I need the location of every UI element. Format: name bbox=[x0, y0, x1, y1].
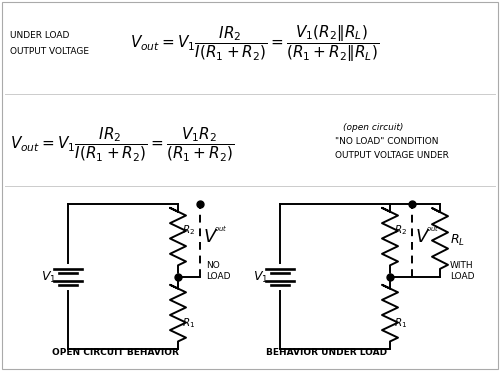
Text: "NO LOAD" CONDITION: "NO LOAD" CONDITION bbox=[335, 138, 438, 147]
Text: WITH
LOAD: WITH LOAD bbox=[450, 261, 474, 281]
Text: OPEN CIRCUIT BEHAVIOR: OPEN CIRCUIT BEHAVIOR bbox=[52, 348, 178, 357]
Text: NO
LOAD: NO LOAD bbox=[206, 261, 231, 281]
Text: $V_{out} = V_1 \dfrac{IR_2}{I(R_1 + R_2)} = \dfrac{V_1R_2}{(R_1 + R_2)}$: $V_{out} = V_1 \dfrac{IR_2}{I(R_1 + R_2)… bbox=[10, 125, 234, 163]
Text: $_{out}$: $_{out}$ bbox=[426, 223, 440, 233]
Text: $V_{out} = V_1 \dfrac{IR_2}{I(R_1 + R_2)} = \dfrac{V_1(R_2 \| R_L)}{(R_1 + R_2 \: $V_{out} = V_1 \dfrac{IR_2}{I(R_1 + R_2)… bbox=[130, 24, 379, 65]
Text: $R_1$: $R_1$ bbox=[182, 316, 195, 330]
Text: $V$: $V$ bbox=[203, 227, 218, 246]
Text: OUTPUT VOLTAGE UNDER: OUTPUT VOLTAGE UNDER bbox=[335, 151, 449, 161]
Text: $V_1$: $V_1$ bbox=[40, 269, 56, 285]
Text: (open circuit): (open circuit) bbox=[343, 124, 404, 132]
Text: $R_2$: $R_2$ bbox=[182, 224, 195, 237]
Text: $V$: $V$ bbox=[415, 227, 430, 246]
Text: $R_L$: $R_L$ bbox=[450, 233, 465, 248]
Text: UNDER LOAD: UNDER LOAD bbox=[10, 32, 70, 40]
Text: $_{out}$: $_{out}$ bbox=[214, 223, 228, 233]
Text: $V_1$: $V_1$ bbox=[252, 269, 268, 285]
Text: $R_2$: $R_2$ bbox=[394, 224, 407, 237]
Text: BEHAVIOR UNDER LOAD: BEHAVIOR UNDER LOAD bbox=[266, 348, 388, 357]
Text: $R_1$: $R_1$ bbox=[394, 316, 407, 330]
Text: OUTPUT VOLTAGE: OUTPUT VOLTAGE bbox=[10, 47, 89, 56]
